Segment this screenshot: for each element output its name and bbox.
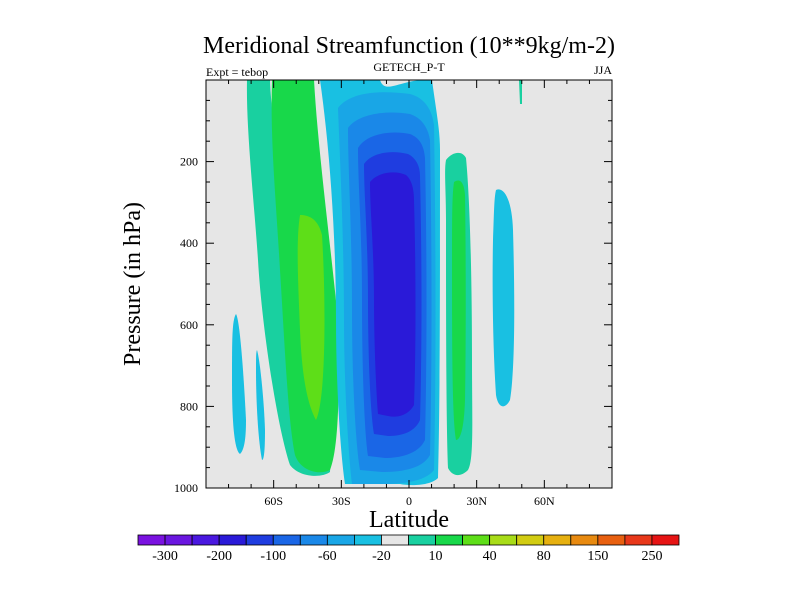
colorbar-label: 150 [587, 549, 608, 564]
colorbar-swatch [326, 534, 355, 546]
colorbar-swatch [597, 534, 626, 546]
colorbar: -300 -200 -100 -60 -20 10 40 80 150 250 [137, 534, 680, 564]
y-axis: 200 400 600 800 1000 [174, 79, 612, 495]
colorbar-swatch [516, 534, 545, 546]
season-label: JJA [594, 63, 612, 77]
colorbar-swatch [435, 534, 463, 546]
colorbar-swatch [164, 534, 193, 546]
colorbar-swatch [191, 534, 220, 546]
colorbar-swatch [651, 534, 680, 546]
colorbar-swatch [353, 534, 382, 546]
y-tick-label: 600 [180, 318, 198, 332]
colorbar-swatch [272, 534, 301, 546]
colorbar-label: -100 [260, 549, 286, 564]
y-tick-label: 1000 [174, 481, 198, 495]
x-tick-label: 60N [534, 494, 555, 508]
colorbar-swatch [624, 534, 653, 546]
x-tick-label: 30N [466, 494, 487, 508]
colorbar-label: -200 [206, 549, 232, 564]
contour-negative-core [370, 172, 416, 417]
y-axis-label: Pressure (in hPa) [120, 202, 146, 366]
model-label: GETECH_P-T [373, 60, 445, 74]
contour-positive-core [297, 215, 325, 420]
chart-title: Meridional Streamfunction (10**9kg/m-2) [203, 33, 615, 59]
colorbar-label: 10 [429, 549, 443, 564]
colorbar-label: -300 [152, 549, 178, 564]
colorbar-swatch [408, 534, 436, 546]
x-axis-label: Latitude [369, 507, 449, 533]
colorbar-swatch [245, 534, 274, 546]
colorbar-label: 80 [537, 549, 551, 564]
colorbar-label: 250 [641, 549, 662, 564]
contour-negative-north [492, 189, 515, 407]
contour-trace-north [519, 80, 522, 104]
colorbar-swatch [381, 534, 409, 546]
y-tick-label: 400 [180, 236, 198, 250]
contour-negative-southern-2 [256, 350, 265, 460]
contour-negative-southern-1 [232, 314, 246, 454]
contour-positive-north-core [452, 180, 466, 441]
y-tick-label: 200 [180, 155, 198, 169]
colorbar-label: -20 [372, 549, 391, 564]
colorbar-swatch [489, 534, 518, 546]
contour-fills [232, 80, 522, 486]
colorbar-label: -60 [318, 549, 337, 564]
x-tick-label: 60S [264, 494, 283, 508]
plot-area [205, 79, 613, 489]
colorbar-swatch [218, 534, 247, 546]
y-tick-label: 800 [180, 399, 198, 413]
colorbar-swatch [462, 534, 491, 546]
colorbar-swatch [570, 534, 599, 546]
colorbar-label: 40 [483, 549, 497, 564]
colorbar-swatch [299, 534, 328, 546]
experiment-label: Expt = tebop [206, 65, 268, 79]
colorbar-swatch [137, 534, 166, 546]
colorbar-swatch [543, 534, 572, 546]
x-tick-label: 0 [406, 494, 412, 508]
x-axis: 60S 30S 0 30N 60N [205, 80, 613, 508]
x-tick-label: 30S [332, 494, 351, 508]
